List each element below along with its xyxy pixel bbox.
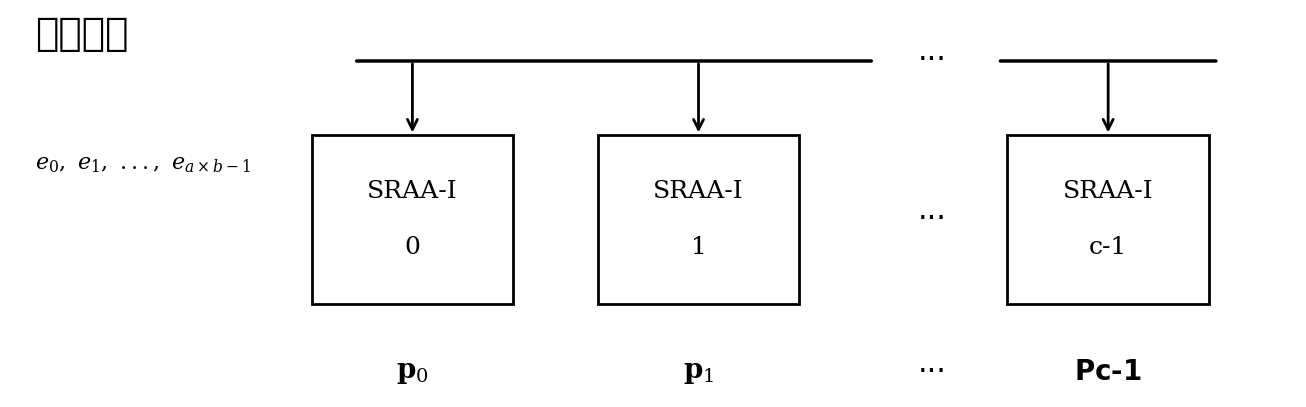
Text: $e_0,\ e_1,\ ...,\ e_{a \times b-1}$: $e_0,\ e_1,\ ...,\ e_{a \times b-1}$ (35, 155, 252, 175)
Text: 0: 0 (405, 236, 421, 259)
Text: ···: ··· (918, 46, 947, 75)
Text: ···: ··· (918, 358, 947, 387)
Bar (312, 135, 513, 304)
Text: ···: ··· (918, 205, 947, 234)
Text: SRAA-I: SRAA-I (653, 180, 744, 203)
Text: SRAA-I: SRAA-I (1063, 180, 1153, 203)
Text: SRAA-I: SRAA-I (367, 180, 457, 203)
Text: 信息比特: 信息比特 (35, 15, 129, 53)
Bar (598, 135, 799, 304)
Bar (1007, 135, 1209, 304)
Text: $\mathbf{p}_1$: $\mathbf{p}_1$ (683, 358, 714, 386)
Text: $\mathbf{P}$c-1: $\mathbf{P}$c-1 (1075, 358, 1141, 386)
Text: 1: 1 (691, 236, 707, 259)
Text: $\mathbf{p}_0$: $\mathbf{p}_0$ (396, 358, 428, 386)
Text: c-1: c-1 (1089, 236, 1127, 259)
